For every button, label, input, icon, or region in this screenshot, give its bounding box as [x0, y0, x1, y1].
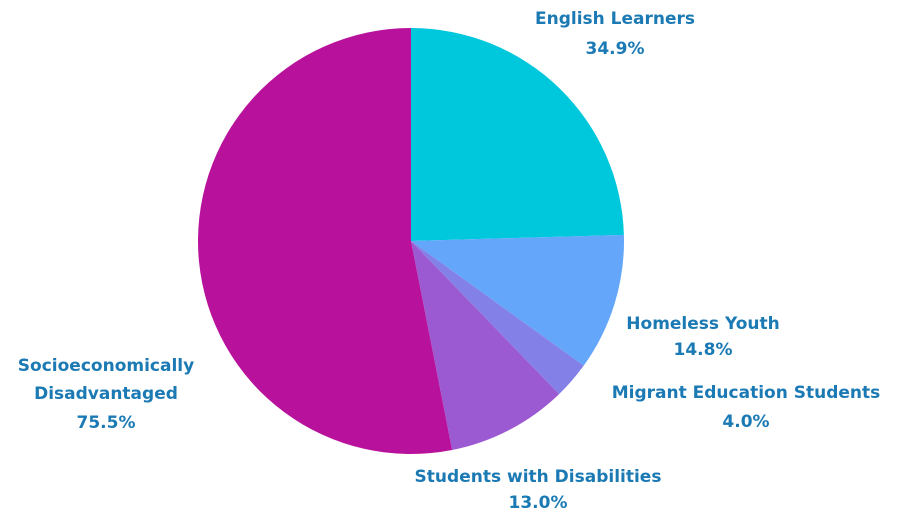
- slice-value-migrant-education-students: 4.0%: [722, 412, 769, 432]
- pie-slices: [198, 28, 624, 454]
- slice-value-socioeconomically-disadvantaged: 75.5%: [77, 413, 136, 433]
- slice-value-homeless-youth: 14.8%: [674, 340, 733, 360]
- slice-value-english-learners: 34.9%: [586, 39, 645, 59]
- slice-label-homeless-youth: Homeless Youth: [626, 314, 779, 334]
- slice-label-socioeconomically-disadvantaged-line-1: Socioeconomically: [18, 356, 194, 376]
- slice-label-english-learners: English Learners: [535, 9, 695, 29]
- slice-label-students-with-disabilities: Students with Disabilities: [415, 467, 662, 487]
- pie-slice-students-with-disabilities: [411, 241, 560, 450]
- pie-labels: English Learners 34.9% Homeless Youth 14.8%…: [18, 9, 880, 513]
- slice-label-migrant-education-students: Migrant Education Students: [612, 383, 881, 403]
- pie-slice-homeless-youth: [411, 234, 624, 366]
- pie-slice-socioeconomically-disadvantaged: [198, 28, 453, 454]
- slice-value-students-with-disabilities: 13.0%: [509, 493, 568, 513]
- slice-label-socioeconomically-disadvantaged-line-2: Disadvantaged: [34, 384, 178, 404]
- pie-slice-migrant-education-students: [411, 241, 584, 395]
- pie-slice-english-learners: [411, 28, 624, 241]
